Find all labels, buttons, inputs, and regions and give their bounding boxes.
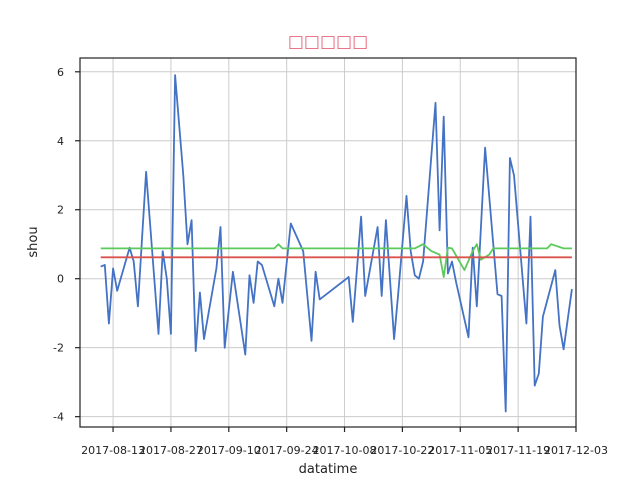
y-tick-label: -2	[53, 342, 64, 355]
x-tick-label: 2017-08-13	[81, 444, 145, 457]
x-tick-label: 2017-10-22	[370, 444, 434, 457]
x-tick-label: 2017-12-03	[544, 444, 608, 457]
chart-title: □□□□□	[288, 32, 368, 52]
x-tick-label: 2017-09-24	[255, 444, 319, 457]
plot-frame	[79, 57, 577, 428]
x-tick-label: 2017-08-27	[139, 444, 203, 457]
y-tick-label: 0	[57, 273, 64, 286]
x-axis-label: datatime	[299, 462, 358, 477]
y-axis-label: shou	[26, 226, 41, 257]
x-axis: 2017-08-132017-08-272017-09-102017-09-24…	[81, 427, 608, 457]
grid	[80, 58, 577, 427]
x-tick-label: 2017-10-08	[313, 444, 377, 457]
x-tick-label: 2017-11-19	[486, 444, 550, 457]
y-tick-label: 2	[57, 204, 64, 217]
y-axis: -4 -2 0 2 4 6	[53, 66, 80, 424]
y-tick-label: 6	[57, 66, 64, 79]
y-tick-label: -4	[53, 411, 64, 424]
y-tick-label: 4	[57, 135, 64, 148]
x-tick-label: 2017-09-10	[197, 444, 261, 457]
x-tick-label: 2017-11-05	[428, 444, 492, 457]
series-layer	[100, 74, 573, 413]
series-line-1	[100, 243, 572, 278]
